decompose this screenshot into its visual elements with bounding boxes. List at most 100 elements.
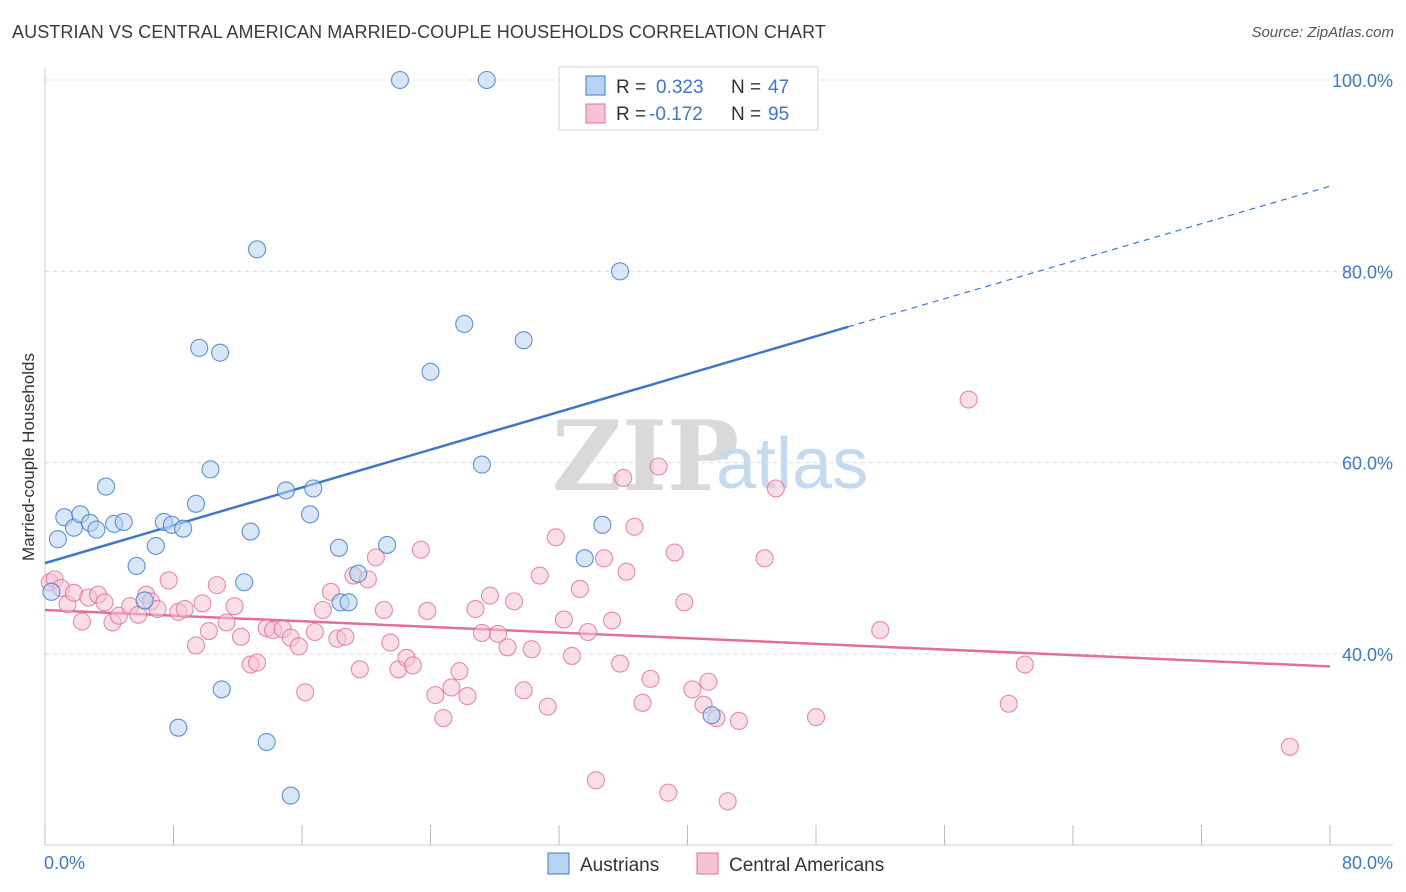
stats-legend-r-value-pink: -0.172: [649, 104, 703, 125]
stats-legend-r-label-pink: R =: [616, 104, 646, 125]
point-central-americans: [514, 681, 533, 700]
stats-legend: R = 0.323 N = 47 R = -0.172 N = 95: [558, 66, 819, 131]
point-central-americans: [159, 571, 178, 590]
series-legend: Austrians Central Americans: [547, 852, 884, 876]
y-tick-label: 100.0%: [1332, 71, 1393, 91]
point-austrians: [96, 477, 116, 496]
point-central-americans: [381, 633, 400, 652]
point-austrians: [114, 512, 133, 532]
point-austrians: [378, 535, 397, 554]
point-austrians: [169, 718, 188, 737]
stats-legend-n-label-blue: N =: [731, 77, 761, 98]
point-austrians: [610, 262, 630, 281]
point-central-americans: [504, 592, 524, 611]
point-central-americans: [999, 694, 1018, 713]
x-tick-label-min: 0.0%: [44, 853, 85, 873]
point-central-americans: [614, 468, 633, 488]
point-austrians: [146, 536, 165, 555]
point-central-americans: [498, 638, 517, 657]
stats-legend-r-value-blue: 0.323: [656, 77, 704, 98]
stats-legend-n-label-pink: N =: [731, 104, 761, 125]
point-central-americans: [659, 783, 678, 802]
point-central-americans: [649, 457, 668, 476]
grid: [45, 79, 1393, 655]
series-legend-swatch-central-americans: [696, 852, 719, 875]
point-central-americans: [434, 709, 453, 728]
point-central-americans: [225, 597, 244, 616]
point-austrians: [477, 70, 496, 90]
point-central-americans: [175, 599, 194, 619]
point-central-americans: [458, 687, 477, 706]
point-austrians: [127, 556, 146, 576]
point-austrians: [593, 515, 612, 534]
point-central-americans: [480, 586, 499, 605]
point-central-americans: [403, 656, 422, 675]
point-central-americans: [871, 621, 890, 640]
point-austrians: [455, 314, 474, 334]
point-austrians: [575, 549, 594, 568]
point-central-americans: [289, 637, 308, 656]
point-central-americans: [806, 708, 826, 727]
point-central-americans: [554, 610, 573, 629]
point-central-americans: [602, 611, 622, 630]
point-central-americans: [186, 636, 206, 655]
point-central-americans: [546, 528, 565, 547]
point-central-americans: [1280, 737, 1299, 756]
point-central-americans: [617, 562, 636, 581]
point-central-americans: [350, 660, 369, 679]
point-central-americans: [755, 549, 774, 568]
point-austrians: [42, 582, 61, 601]
series-legend-label-central-americans: Central Americans: [729, 855, 884, 876]
point-austrians: [241, 522, 260, 541]
point-austrians: [276, 481, 295, 500]
point-central-americans: [305, 622, 324, 642]
y-tick-label: 80.0%: [1342, 262, 1393, 282]
point-central-americans: [247, 653, 267, 672]
y-axis-label: Married-couple Households: [19, 353, 38, 561]
point-central-americans: [766, 479, 785, 498]
point-austrians: [349, 564, 368, 583]
point-central-americans: [313, 600, 332, 620]
point-austrians: [235, 573, 254, 592]
point-central-americans: [610, 654, 630, 673]
point-austrians: [247, 240, 267, 259]
point-central-americans: [336, 627, 355, 646]
point-central-americans: [296, 683, 315, 702]
watermark-atlas: atlas: [716, 424, 868, 504]
point-austrians: [702, 706, 721, 725]
point-central-americans: [411, 540, 430, 559]
point-austrians: [212, 680, 231, 699]
point-central-americans: [488, 624, 508, 643]
stats-legend-swatch-pink: [585, 103, 606, 124]
x-tick-label-max: 80.0%: [1342, 853, 1393, 873]
point-austrians: [201, 460, 220, 479]
point-austrians: [304, 479, 323, 498]
trend-line-central-americans: [44, 608, 1331, 668]
point-austrians: [174, 519, 193, 538]
point-central-americans: [699, 672, 718, 691]
point-central-americans: [633, 693, 652, 712]
point-central-americans: [683, 680, 702, 699]
point-central-americans: [231, 627, 251, 646]
point-central-americans: [641, 669, 660, 688]
stats-legend-n-value-pink: 95: [768, 104, 789, 125]
point-central-americans: [959, 390, 978, 409]
point-austrians: [390, 70, 410, 90]
point-central-americans: [530, 566, 549, 585]
point-austrians: [514, 331, 533, 350]
point-central-americans: [472, 623, 491, 643]
chart-source: Source: ZipAtlas.com: [1251, 24, 1394, 41]
point-central-americans: [729, 711, 748, 731]
point-austrians: [48, 530, 67, 549]
point-austrians: [190, 338, 209, 357]
point-central-americans: [207, 576, 226, 595]
point-austrians: [257, 732, 276, 752]
point-central-americans: [578, 622, 597, 642]
chart-title: AUSTRIAN VS CENTRAL AMERICAN MARRIED-COU…: [12, 22, 826, 42]
point-central-americans: [570, 579, 589, 598]
watermark-zip: ZIP: [552, 400, 739, 513]
series-legend-swatch-austrians: [547, 852, 570, 875]
point-central-americans: [466, 599, 485, 619]
point-austrians: [329, 538, 348, 557]
